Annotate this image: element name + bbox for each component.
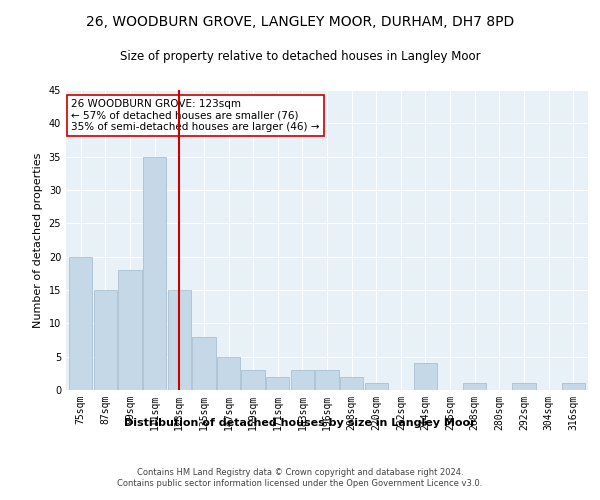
Bar	[365, 384, 388, 390]
Bar	[241, 370, 265, 390]
Bar	[94, 290, 117, 390]
Text: 26, WOODBURN GROVE, LANGLEY MOOR, DURHAM, DH7 8PD: 26, WOODBURN GROVE, LANGLEY MOOR, DURHAM…	[86, 15, 514, 29]
Bar	[463, 384, 487, 390]
Bar	[562, 384, 585, 390]
Bar	[340, 376, 364, 390]
Text: Contains HM Land Registry data © Crown copyright and database right 2024.
Contai: Contains HM Land Registry data © Crown c…	[118, 468, 482, 487]
Bar	[192, 336, 215, 390]
Bar	[266, 376, 289, 390]
Y-axis label: Number of detached properties: Number of detached properties	[33, 152, 43, 328]
Bar	[414, 364, 437, 390]
Bar	[512, 384, 536, 390]
Text: 26 WOODBURN GROVE: 123sqm
← 57% of detached houses are smaller (76)
35% of semi-: 26 WOODBURN GROVE: 123sqm ← 57% of detac…	[71, 99, 320, 132]
Bar	[143, 156, 166, 390]
Bar	[290, 370, 314, 390]
Bar	[69, 256, 92, 390]
Bar	[316, 370, 338, 390]
Bar	[118, 270, 142, 390]
Bar	[167, 290, 191, 390]
Text: Distribution of detached houses by size in Langley Moor: Distribution of detached houses by size …	[124, 418, 476, 428]
Text: Size of property relative to detached houses in Langley Moor: Size of property relative to detached ho…	[119, 50, 481, 63]
Bar	[217, 356, 240, 390]
